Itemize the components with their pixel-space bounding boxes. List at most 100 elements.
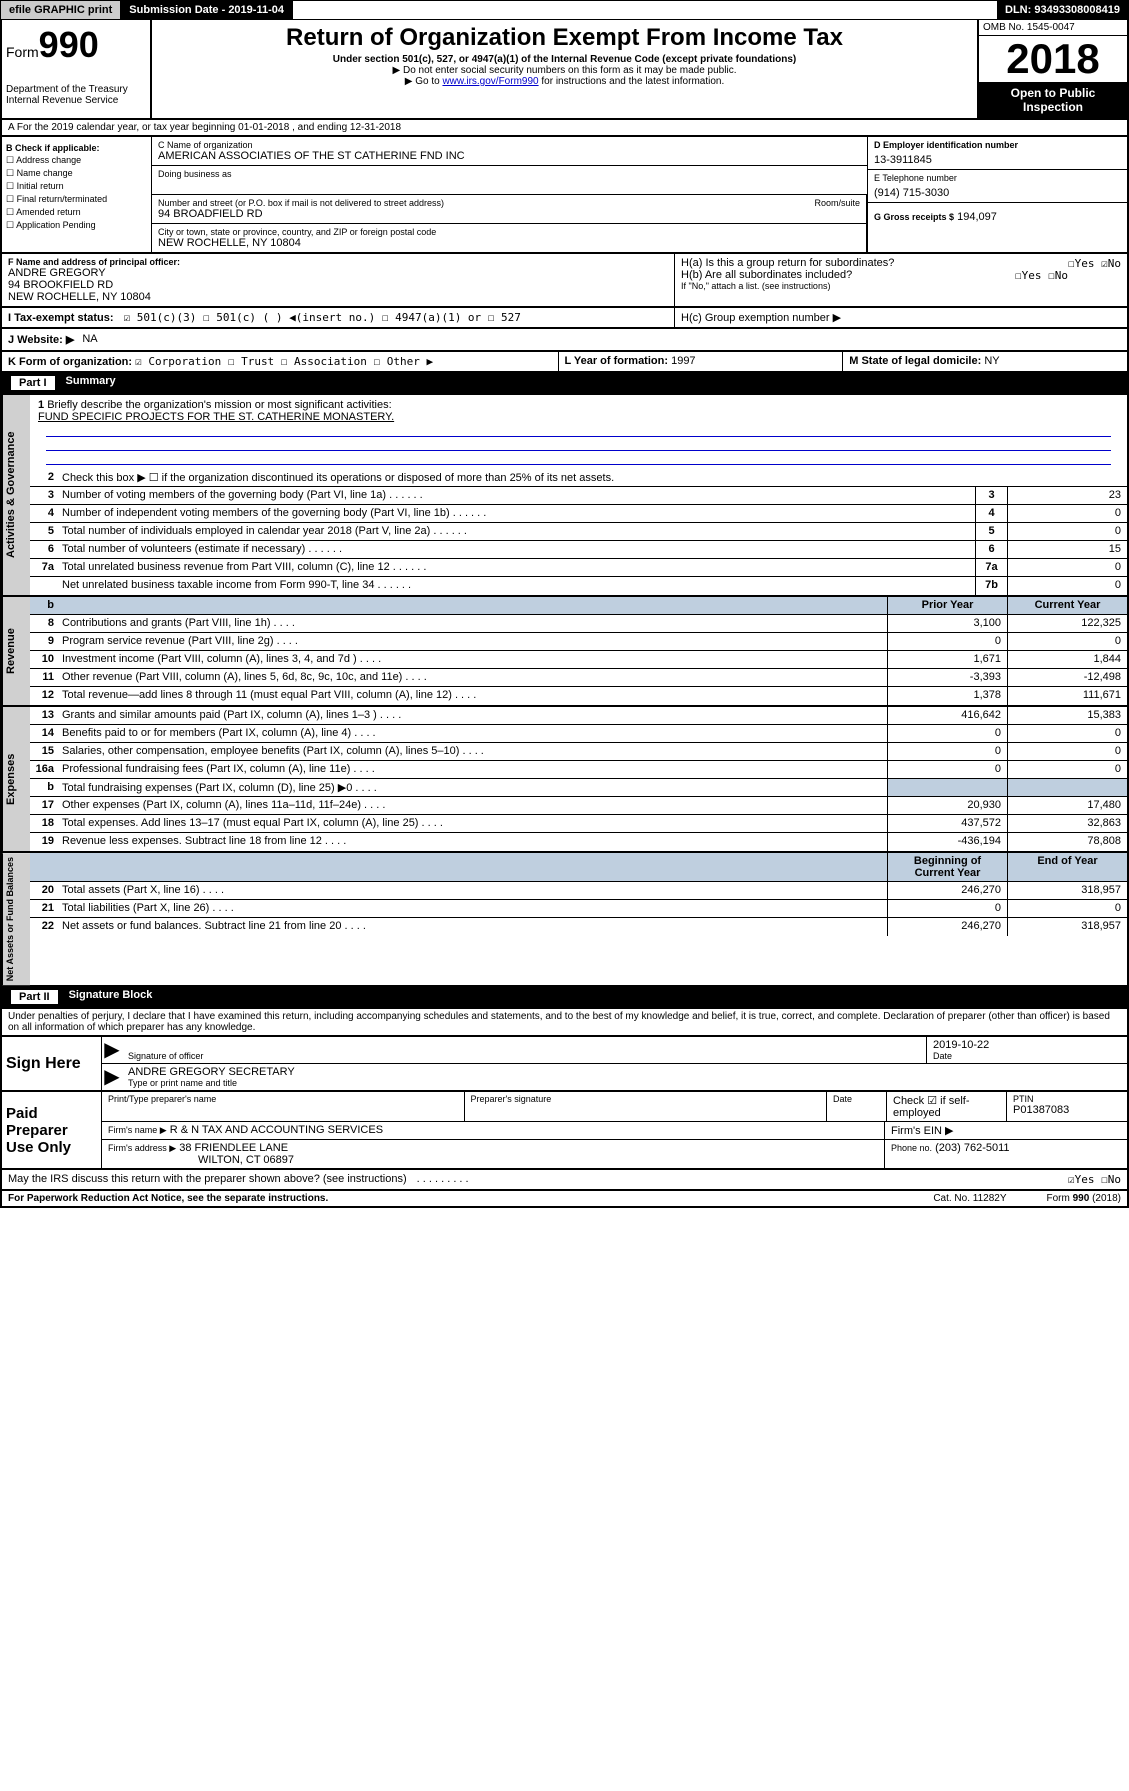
part-1-header: Part I Summary (0, 373, 1129, 395)
omb-number: OMB No. 1545-0047 (979, 20, 1127, 36)
phone-value: (914) 715-3030 (874, 187, 1121, 199)
line-desc: Number of voting members of the governin… (58, 487, 975, 504)
current-value: 78,808 (1007, 833, 1127, 851)
officer-label: F Name and address of principal officer: (8, 257, 668, 267)
phone-label: E Telephone number (874, 173, 1121, 183)
firm-addr1: 38 FRIENDLEE LANE (179, 1142, 288, 1154)
officer-print-name: ANDRE GREGORY SECRETARY (128, 1066, 1121, 1078)
dln: DLN: 93493308008419 (997, 1, 1128, 19)
street-address: 94 BROADFIELD RD (158, 208, 860, 220)
city-label: City or town, state or province, country… (158, 227, 860, 237)
perjury-declaration: Under penalties of perjury, I declare th… (0, 1009, 1129, 1037)
paid-preparer-label: Paid Preparer Use Only (2, 1092, 102, 1168)
prep-date-label: Date (833, 1094, 880, 1104)
line-desc: Contributions and grants (Part VIII, lin… (58, 615, 887, 632)
form-org-label: K Form of organization: (8, 356, 132, 368)
form-number: Form990 (6, 24, 146, 66)
chk-app-pending[interactable]: ☐ Application Pending (6, 220, 147, 231)
cat-number: Cat. No. 11282Y (933, 1193, 1006, 1204)
chk-amended[interactable]: ☐ Amended return (6, 207, 147, 218)
prep-sig-label: Preparer's signature (471, 1094, 821, 1104)
current-value: 0 (1007, 761, 1127, 778)
website-label: J Website: ▶ (8, 333, 74, 346)
hb-answer[interactable]: ☐Yes ☐No (1015, 269, 1068, 282)
tax-year: 2018 (979, 36, 1127, 82)
tax-exempt-opts[interactable]: ☑ 501(c)(3) ☐ 501(c) ( ) ◀(insert no.) ☐… (124, 311, 521, 324)
line-desc: Other expenses (Part IX, column (A), lin… (58, 797, 887, 814)
city-address: NEW ROCHELLE, NY 10804 (158, 237, 860, 249)
street-label: Number and street (or P.O. box if mail i… (158, 198, 814, 208)
discuss-answer[interactable]: ☑Yes ☐No (1068, 1173, 1121, 1186)
prior-value (887, 779, 1007, 796)
form-header: Form990 Department of the Treasury Inter… (0, 20, 1129, 120)
current-value: 0 (1007, 725, 1127, 742)
section-f-h: F Name and address of principal officer:… (0, 254, 1129, 308)
line-desc: Net unrelated business taxable income fr… (58, 577, 975, 595)
efile-button[interactable]: efile GRAPHIC print (1, 1, 121, 19)
part-2-header: Part II Signature Block (0, 987, 1129, 1009)
footer: For Paperwork Reduction Act Notice, see … (0, 1191, 1129, 1208)
prior-year-hdr: Prior Year (887, 597, 1007, 614)
line-desc: Total unrelated business revenue from Pa… (58, 559, 975, 576)
prior-value: 0 (887, 900, 1007, 917)
form-ref: Form 990 (2018) (1047, 1193, 1121, 1204)
current-value: 0 (1007, 900, 1127, 917)
top-bar: efile GRAPHIC print Submission Date - 20… (0, 0, 1129, 20)
line-desc: Grants and similar amounts paid (Part IX… (58, 707, 887, 724)
section-b-c: B Check if applicable: ☐ Address change … (0, 137, 1129, 254)
firm-ein-label: Firm's EIN ▶ (885, 1122, 1127, 1139)
chk-name-change[interactable]: ☐ Name change (6, 168, 147, 179)
begin-year-hdr: Beginning of Current Year (887, 853, 1007, 881)
firm-name-label: Firm's name ▶ (108, 1125, 167, 1135)
receipts-label: G Gross receipts $ (874, 212, 954, 222)
current-value: 0 (1007, 743, 1127, 760)
firm-phone: (203) 762-5011 (935, 1142, 1009, 1154)
current-year-hdr: Current Year (1007, 597, 1127, 614)
line-value: 0 (1007, 577, 1127, 595)
part-2-label: Part II (10, 989, 59, 1005)
section-b-header: B Check if applicable: (6, 143, 147, 153)
line-value: 0 (1007, 559, 1127, 576)
prior-value: 3,100 (887, 615, 1007, 632)
chk-address-change[interactable]: ☐ Address change (6, 155, 147, 166)
dba-label: Doing business as (158, 169, 861, 179)
prior-value: 0 (887, 633, 1007, 650)
form990-link[interactable]: www.irs.gov/Form990 (442, 76, 538, 87)
chk-initial-return[interactable]: ☐ Initial return (6, 181, 147, 192)
arrow-icon: ▶ (102, 1037, 122, 1063)
current-value: 318,957 (1007, 918, 1127, 936)
prior-value: 0 (887, 725, 1007, 742)
prior-value: 416,642 (887, 707, 1007, 724)
room-label: Room/suite (814, 198, 860, 208)
part-2-title: Signature Block (69, 989, 153, 1005)
ha-answer[interactable]: ☐Yes ☑No (1068, 257, 1121, 270)
revenue-label: Revenue (2, 597, 30, 705)
prior-value: 0 (887, 743, 1007, 760)
officer-print-label: Type or print name and title (128, 1078, 1121, 1088)
dept-label: Department of the Treasury Internal Reve… (6, 84, 146, 106)
expenses-label: Expenses (2, 707, 30, 851)
current-value: 0 (1007, 633, 1127, 650)
line-value: 15 (1007, 541, 1127, 558)
part-1-title: Summary (66, 375, 116, 391)
prior-value: -3,393 (887, 669, 1007, 686)
state-domicile: NY (984, 355, 999, 367)
line-value: 0 (1007, 505, 1127, 522)
form-org-opts[interactable]: ☑ Corporation ☐ Trust ☐ Association ☐ Ot… (135, 355, 433, 368)
part-1-label: Part I (10, 375, 56, 391)
year-formation-label: L Year of formation: (565, 355, 669, 367)
chk-final-return[interactable]: ☐ Final return/terminated (6, 194, 147, 205)
hb-note: If "No," attach a list. (see instruction… (681, 281, 1121, 291)
line-desc: Total number of volunteers (estimate if … (58, 541, 975, 558)
prior-value: 246,270 (887, 918, 1007, 936)
form-title: Return of Organization Exempt From Incom… (156, 24, 973, 52)
officer-addr2: NEW ROCHELLE, NY 10804 (8, 291, 668, 303)
firm-name: R & N TAX AND ACCOUNTING SERVICES (170, 1124, 383, 1136)
state-domicile-label: M State of legal domicile: (849, 355, 981, 367)
line-desc: Total assets (Part X, line 16) . . . . (58, 882, 887, 899)
line-desc: Benefits paid to or for members (Part IX… (58, 725, 887, 742)
section-b: B Check if applicable: ☐ Address change … (2, 137, 152, 252)
self-employed[interactable]: Check ☑ if self-employed (887, 1092, 1007, 1121)
line-desc: Program service revenue (Part VIII, line… (58, 633, 887, 650)
current-value: 111,671 (1007, 687, 1127, 705)
